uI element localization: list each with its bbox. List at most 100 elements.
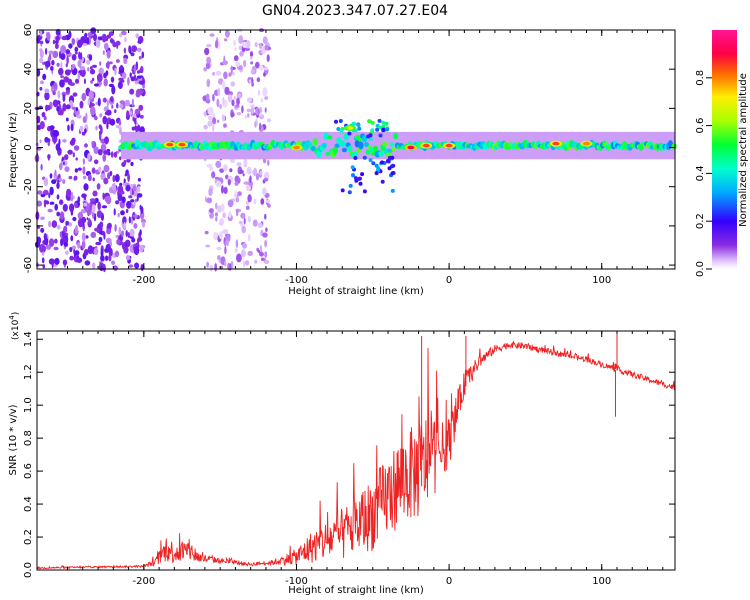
noise-speckle <box>112 175 116 183</box>
noise-speckle <box>39 139 42 143</box>
noise-speckle <box>72 92 78 97</box>
noise-speckle <box>262 87 268 97</box>
noise-speckle <box>37 36 41 44</box>
noise-speckle <box>137 177 141 182</box>
noise-speckle <box>138 80 144 85</box>
noise-speckle <box>51 179 57 185</box>
noise-speckle <box>253 167 257 177</box>
branch-cell <box>362 155 367 160</box>
noise-speckle <box>63 241 69 247</box>
noise-speckle <box>217 40 221 50</box>
noise-speckle <box>134 262 140 269</box>
noise-speckle <box>224 246 227 255</box>
noise-speckle <box>71 106 76 110</box>
noise-speckle <box>51 220 58 228</box>
noise-speckle <box>89 68 96 75</box>
noise-speckle <box>227 199 234 208</box>
noise-speckle <box>62 179 66 184</box>
snr-multiplier-label: (x104) <box>8 312 21 340</box>
noise-speckle <box>115 59 120 63</box>
noise-speckle <box>87 174 92 182</box>
noise-speckle <box>215 202 218 210</box>
noise-speckle <box>212 72 216 76</box>
noise-speckle <box>47 140 51 147</box>
snr-multiplier-exp: 4 <box>8 315 16 320</box>
noise-speckle <box>79 100 84 109</box>
noise-speckle <box>134 199 138 203</box>
noise-speckle <box>223 99 228 107</box>
noise-speckle <box>66 55 69 65</box>
noise-speckle <box>88 90 94 100</box>
snr-frame <box>36 330 676 571</box>
noise-speckle <box>126 110 130 118</box>
noise-speckle <box>236 97 240 106</box>
noise-speckle <box>116 43 119 49</box>
noise-speckle <box>227 179 231 186</box>
y-tick-label: 1.0 <box>23 397 34 413</box>
noise-speckle <box>99 61 102 66</box>
noise-speckle <box>123 57 128 65</box>
noise-speckle <box>94 227 100 232</box>
noise-speckle <box>214 212 219 217</box>
noise-speckle <box>74 250 80 256</box>
noise-speckle <box>65 250 69 256</box>
noise-speckle <box>42 264 46 269</box>
noise-speckle <box>137 89 144 95</box>
noise-speckle <box>102 192 105 200</box>
noise-speckle <box>264 251 268 258</box>
noise-speckle <box>250 61 254 65</box>
noise-speckle <box>55 28 61 36</box>
noise-speckle <box>259 112 263 116</box>
noise-speckle <box>131 98 134 107</box>
figure-title: GN04.2023.347.07.27.E04 <box>262 3 448 19</box>
noise-speckle <box>63 225 68 234</box>
noise-speckle <box>68 222 72 227</box>
branch-cell <box>362 189 367 194</box>
noise-speckle <box>71 38 76 45</box>
noise-speckle <box>81 216 87 224</box>
noise-speckle <box>75 107 78 112</box>
noise-speckle <box>73 145 80 151</box>
noise-speckle <box>137 40 142 44</box>
noise-speckle <box>58 178 63 182</box>
noise-speckle <box>65 104 71 110</box>
snr-panel: -200 -100 0 100 0.0 0.2 0.4 0.6 0.8 1.0 1.2 1.4 Hei… <box>8 312 676 596</box>
noise-speckle <box>233 55 239 62</box>
noise-speckle <box>91 77 95 82</box>
noise-speckle <box>102 153 107 162</box>
noise-speckle <box>264 239 267 248</box>
noise-speckle <box>125 230 128 237</box>
noise-speckle <box>82 166 86 175</box>
noise-speckle <box>230 65 233 74</box>
noise-speckle <box>244 260 250 266</box>
noise-speckle <box>215 70 222 76</box>
noise-speckle <box>254 121 257 128</box>
x-tick-label: 0 <box>446 275 452 286</box>
noise-speckle <box>68 175 73 180</box>
noise-speckle <box>134 108 141 115</box>
noise-speckle <box>129 228 135 237</box>
snr-multiplier-base: (x10 <box>11 319 21 340</box>
noise-speckle <box>92 64 97 68</box>
noise-speckle <box>97 97 101 107</box>
branch-cell <box>381 124 386 129</box>
noise-speckle <box>79 125 84 132</box>
noise-speckle <box>221 80 226 90</box>
noise-speckle <box>105 61 110 69</box>
noise-speckle <box>102 50 105 55</box>
noise-speckle <box>236 253 242 263</box>
x-tick-label: -100 <box>285 576 308 587</box>
noise-speckle <box>222 212 227 219</box>
noise-speckle <box>262 36 268 44</box>
noise-speckle <box>103 150 110 155</box>
noise-speckle <box>56 211 61 217</box>
peak-core <box>178 142 186 147</box>
noise-speckle <box>125 208 129 214</box>
noise-speckle <box>95 125 98 131</box>
noise-speckle <box>114 67 117 76</box>
y-tick-label: 40 <box>23 63 34 76</box>
noise-speckle <box>56 106 60 112</box>
noise-speckle <box>120 210 125 216</box>
noise-speckle <box>247 250 253 257</box>
noise-speckle <box>223 260 227 267</box>
